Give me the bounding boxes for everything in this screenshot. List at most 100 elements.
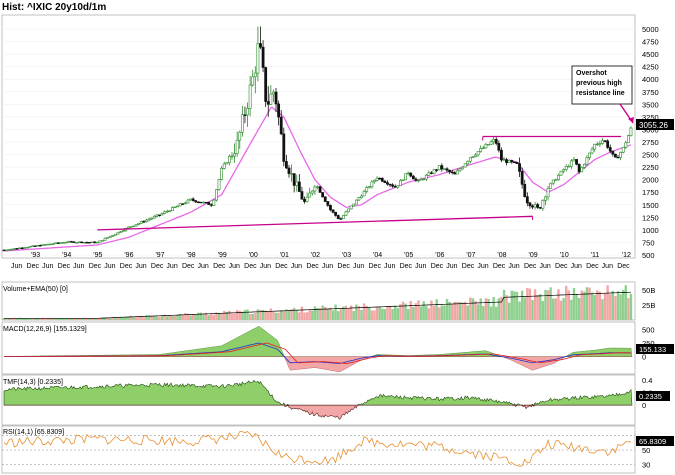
volume-bar-33	[88, 318, 91, 320]
volume-bar-207	[539, 294, 542, 320]
candle-body-51	[134, 224, 138, 227]
volume-bar-51	[134, 316, 138, 320]
candle-body-198	[515, 162, 519, 164]
rsi-y-axis: 50 30	[642, 446, 650, 470]
volume-tick-label-1: 25B	[642, 301, 655, 310]
volume-bars	[2, 285, 633, 320]
candle-body-49	[129, 226, 133, 228]
volume-bar-217	[564, 285, 568, 320]
rsi-tick-label-0: 50	[642, 446, 650, 455]
annotation-line-2: previous high	[576, 80, 622, 87]
candle-body-36	[95, 241, 99, 244]
price-tick-label-16: 4500	[642, 50, 659, 59]
candle-body-197	[512, 161, 516, 164]
volume-bar-91	[238, 310, 241, 320]
volume-bar-153	[399, 304, 402, 320]
volume-bar-135	[352, 311, 355, 320]
volume-bar-61	[160, 315, 164, 320]
volume-bar-118	[308, 309, 311, 320]
candle-body-170	[443, 168, 446, 170]
candle-body-216	[562, 169, 566, 172]
candle-body-233	[606, 140, 610, 148]
candle-body-71	[186, 199, 190, 204]
volume-bar-177	[461, 302, 464, 320]
candle-body-153	[398, 180, 402, 187]
volume-bar-99	[259, 309, 262, 320]
candle-body-24	[64, 241, 68, 244]
volume-bar-150	[391, 309, 394, 320]
volume-bar-44	[116, 317, 120, 320]
volume-bar-40	[106, 317, 109, 320]
volume-bar-167	[435, 299, 438, 320]
candle-body-4	[12, 248, 16, 250]
volume-bar-75	[197, 312, 200, 320]
price-tick-label-4: 1500	[642, 201, 659, 210]
volume-bar-112	[292, 307, 296, 320]
volume-bar-0	[2, 318, 6, 320]
volume-bar-28	[75, 318, 78, 320]
volume-bar-94	[246, 309, 249, 320]
volume-bar-31	[83, 317, 86, 320]
candle-body-145	[378, 177, 382, 180]
candle-body-208	[541, 200, 545, 209]
volume-bar-151	[394, 305, 397, 320]
year-label-9: '02	[311, 252, 320, 259]
candle-body-61	[160, 213, 164, 216]
candle-body-95	[248, 84, 252, 109]
month-label-12: Jun	[198, 263, 209, 270]
volume-bar-226	[588, 287, 591, 320]
candle-body-84	[220, 168, 224, 180]
price-tick-label-13: 3750	[642, 88, 659, 97]
candle-body-206	[536, 204, 540, 208]
volume-bar-124	[324, 306, 327, 320]
tmf-last-label: 0.2335	[639, 392, 662, 401]
month-label-4: Jun	[73, 263, 84, 270]
candle-body-223	[580, 167, 584, 173]
candle-body-193	[502, 159, 506, 161]
candle-body-97	[253, 72, 257, 78]
last-price-box	[636, 119, 674, 130]
volume-bar-57	[150, 316, 153, 320]
tmf-last-box	[636, 391, 670, 401]
candle-body-166	[432, 169, 436, 174]
candle-body-72	[189, 198, 192, 201]
candle-body-112	[292, 173, 296, 186]
candle-body-85	[222, 163, 226, 169]
volume-bar-63	[166, 316, 169, 320]
volume-bar-130	[339, 309, 342, 320]
year-label-13: '06	[435, 252, 444, 259]
candle-body-141	[367, 186, 371, 188]
candle-body-12	[33, 245, 37, 247]
volume-bar-214	[557, 289, 560, 320]
price-panel: 500 750 1000 1250 1500 1750 2000 2250 2500 2750 30…	[1, 14, 674, 270]
volume-bar-39	[103, 317, 107, 320]
volume-bar-110	[287, 310, 291, 320]
volume-bar-53	[140, 315, 143, 320]
candle-body-217	[564, 166, 568, 170]
candle-body-155	[404, 173, 407, 181]
candle-body-209	[544, 196, 547, 201]
annotation-box	[571, 65, 633, 105]
candle-body-143	[373, 180, 376, 183]
candle-body-194	[505, 159, 509, 164]
candle-body-122	[318, 186, 322, 193]
price-tick-label-7: 2250	[642, 163, 659, 172]
candle-body-133	[347, 208, 350, 213]
volume-bar-102	[267, 311, 270, 320]
price-tick-label-14: 4000	[642, 75, 659, 84]
volume-bar-95	[248, 314, 252, 320]
candle-body-25	[67, 241, 71, 243]
volume-bar-213	[554, 298, 558, 320]
price-y-axis: 5007501000125015001750200022502500275030…	[642, 25, 659, 260]
volume-bar-7	[20, 318, 24, 320]
volume-bar-25	[67, 317, 70, 320]
price-candles	[2, 26, 633, 252]
month-label-23: Dec	[369, 263, 382, 270]
volume-bar-220	[572, 288, 576, 320]
volume-bar-205	[533, 289, 537, 320]
volume-bar-147	[383, 309, 387, 320]
volume-bar-12	[33, 318, 37, 320]
volume-bar-139	[362, 303, 366, 320]
candle-body-205	[533, 204, 537, 208]
month-label-29: Dec	[462, 263, 475, 270]
